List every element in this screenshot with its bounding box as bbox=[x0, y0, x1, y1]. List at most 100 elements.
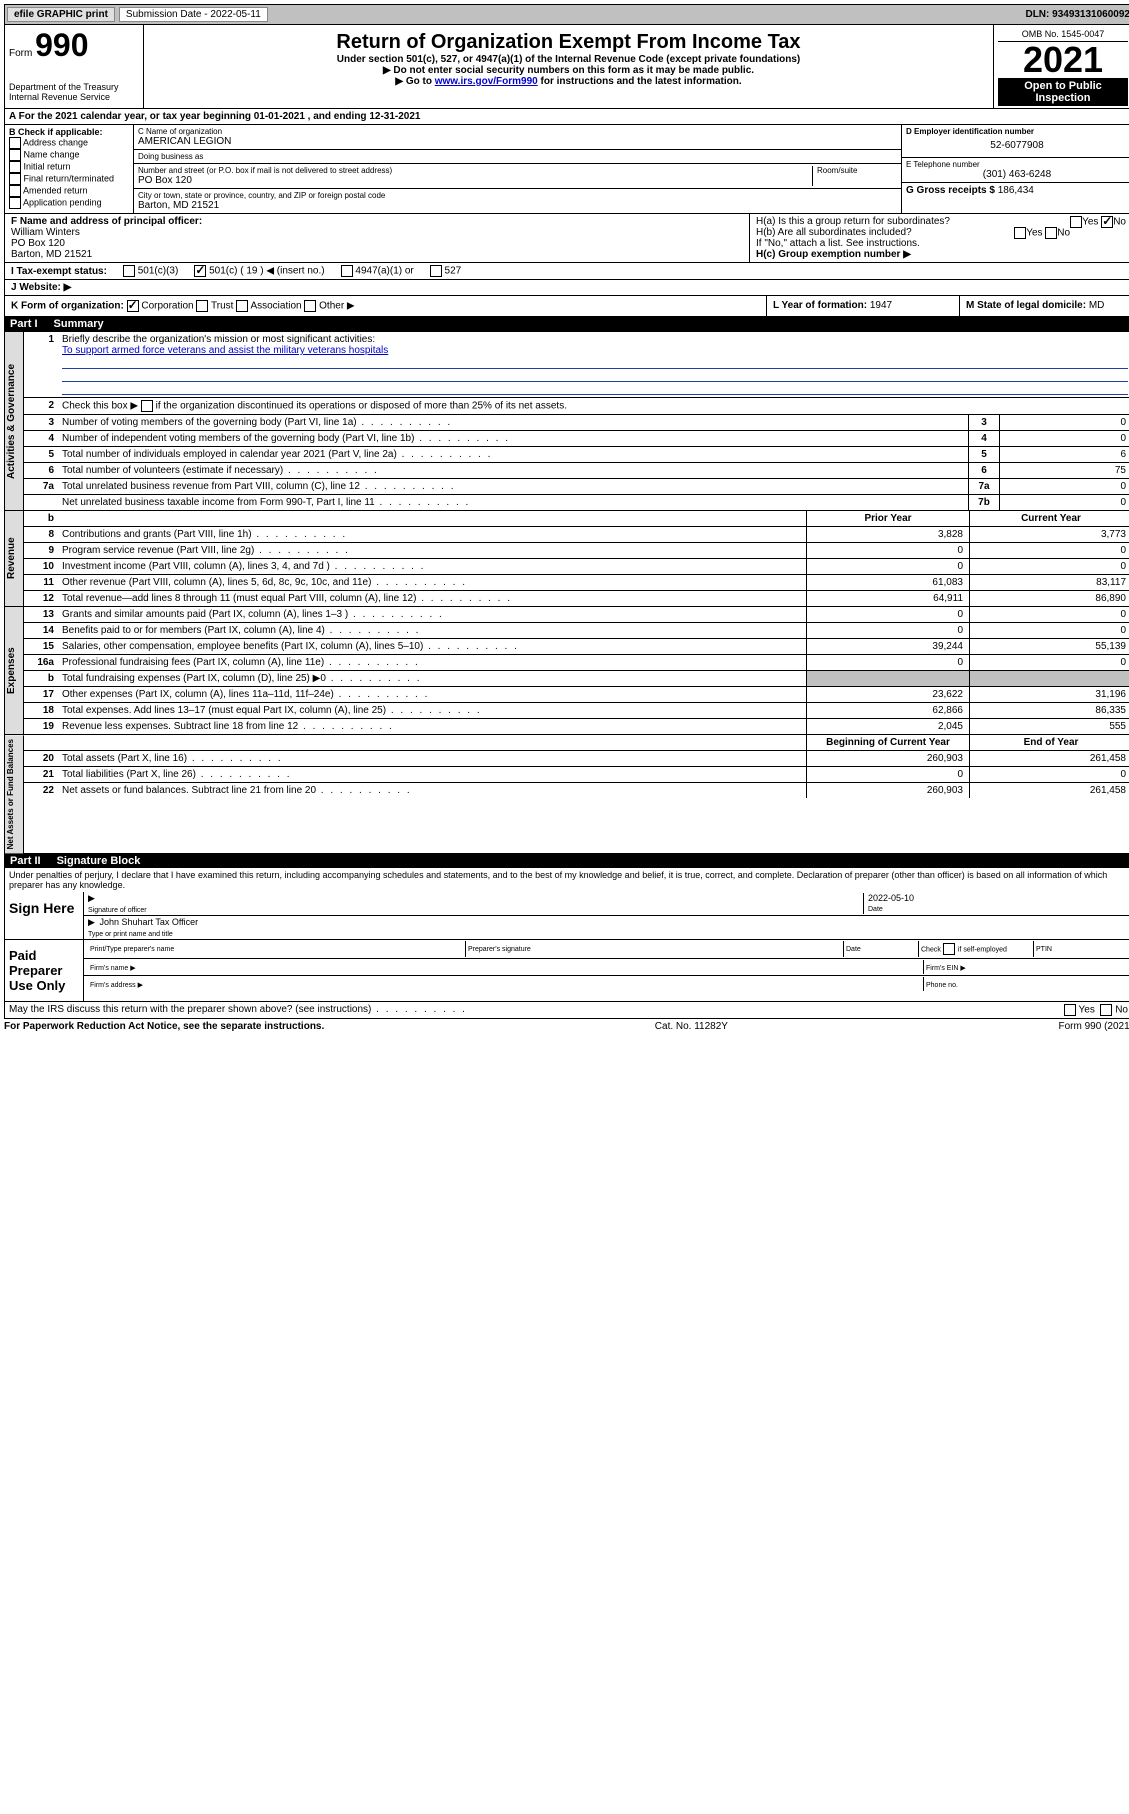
py-11: 61,083 bbox=[806, 575, 969, 590]
line-10: Investment income (Part VIII, column (A)… bbox=[58, 559, 806, 574]
line-22: Net assets or fund balances. Subtract li… bbox=[58, 783, 806, 798]
line-14: Benefits paid to or for members (Part IX… bbox=[58, 623, 806, 638]
goto-suffix: for instructions and the latest informat… bbox=[541, 76, 742, 87]
hdr-end-year: End of Year bbox=[969, 735, 1129, 750]
year-of-formation: 1947 bbox=[870, 300, 892, 311]
firm-ein-label: Firm's EIN ▶ bbox=[926, 965, 966, 972]
cb-trust[interactable] bbox=[196, 300, 208, 312]
part1-num: Part I bbox=[10, 318, 38, 330]
cb-hb-no[interactable] bbox=[1045, 227, 1057, 239]
irs-form990-link[interactable]: www.irs.gov/Form990 bbox=[435, 76, 538, 87]
cy-14: 0 bbox=[969, 623, 1129, 638]
row-j-website: J Website: ▶ bbox=[4, 280, 1129, 296]
form-label: Form bbox=[9, 48, 32, 59]
firm-address-label: Firm's address ▶ bbox=[90, 982, 143, 989]
cb-other[interactable] bbox=[304, 300, 316, 312]
cy-20: 261,458 bbox=[969, 751, 1129, 766]
opt-application-pending: Application pending bbox=[23, 197, 102, 207]
cy-21: 0 bbox=[969, 767, 1129, 782]
phone-value: (301) 463-6248 bbox=[906, 169, 1128, 180]
city-label: City or town, state or province, country… bbox=[138, 191, 897, 200]
gross-receipts-value: 186,434 bbox=[998, 185, 1034, 196]
cb-association[interactable] bbox=[236, 300, 248, 312]
sign-here-label: Sign Here bbox=[5, 892, 84, 939]
form-subtitle-1: Under section 501(c), 527, or 4947(a)(1)… bbox=[148, 54, 989, 65]
py-16a: 0 bbox=[806, 655, 969, 670]
hb-yes: Yes bbox=[1026, 228, 1042, 239]
hdr-current-year: Current Year bbox=[969, 511, 1129, 526]
form-title: Return of Organization Exempt From Incom… bbox=[148, 27, 989, 54]
cb-ha-yes[interactable] bbox=[1070, 216, 1082, 228]
cb-501c3[interactable] bbox=[123, 265, 135, 277]
cb-discuss-no[interactable] bbox=[1100, 1004, 1112, 1016]
py-b bbox=[806, 671, 969, 686]
topbar: efile GRAPHIC print Submission Date - 20… bbox=[4, 4, 1129, 25]
cb-corporation[interactable] bbox=[127, 300, 139, 312]
officer-name: William Winters bbox=[11, 227, 80, 238]
line-b: Total fundraising expenses (Part IX, col… bbox=[58, 671, 806, 686]
k-label: K Form of organization: bbox=[11, 301, 124, 312]
py-17: 23,622 bbox=[806, 687, 969, 702]
signature-block: Sign Here Signature of officer 2022-05-1… bbox=[4, 892, 1129, 1002]
cb-self-employed[interactable] bbox=[943, 943, 955, 955]
py-18: 62,866 bbox=[806, 703, 969, 718]
cb-hb-yes[interactable] bbox=[1014, 227, 1026, 239]
part1-title: Summary bbox=[54, 318, 104, 330]
cb-application-pending[interactable] bbox=[9, 197, 21, 209]
firm-phone-label: Phone no. bbox=[926, 982, 958, 989]
cy-22: 261,458 bbox=[969, 783, 1129, 798]
efile-print-button[interactable]: efile GRAPHIC print bbox=[7, 7, 115, 22]
part2-title: Signature Block bbox=[57, 855, 141, 867]
cb-4947[interactable] bbox=[341, 265, 353, 277]
irs-label: Internal Revenue Service bbox=[9, 92, 139, 102]
gov-line-4: Number of independent voting members of … bbox=[58, 431, 968, 446]
cb-name-change[interactable] bbox=[9, 149, 21, 161]
prep-check-pre: Check bbox=[921, 947, 941, 954]
prep-name-label: Print/Type preparer's name bbox=[90, 946, 174, 953]
cb-initial-return[interactable] bbox=[9, 161, 21, 173]
cb-discuss-yes[interactable] bbox=[1064, 1004, 1076, 1016]
officer-addr2: Barton, MD 21521 bbox=[11, 249, 92, 260]
ptin-label: PTIN bbox=[1036, 946, 1052, 953]
py-22: 260,903 bbox=[806, 783, 969, 798]
opt-trust: Trust bbox=[211, 301, 233, 312]
cb-final-return[interactable] bbox=[9, 173, 21, 185]
section-net-assets: Net Assets or Fund Balances Beginning of… bbox=[4, 735, 1129, 854]
b-label: B Check if applicable: bbox=[9, 127, 103, 137]
dba-label: Doing business as bbox=[138, 152, 897, 161]
firm-name-label: Firm's name ▶ bbox=[90, 965, 136, 972]
cb-address-change[interactable] bbox=[9, 137, 21, 149]
paid-preparer-label: Paid Preparer Use Only bbox=[5, 940, 84, 1001]
gov-val-3: 0 bbox=[999, 415, 1129, 430]
py-10: 0 bbox=[806, 559, 969, 574]
section-governance: Activities & Governance 1 Briefly descri… bbox=[4, 331, 1129, 511]
gov-val-4: 0 bbox=[999, 431, 1129, 446]
opt-final-return: Final return/terminated bbox=[24, 173, 115, 183]
cb-discontinued[interactable] bbox=[141, 400, 153, 412]
cy-11: 83,117 bbox=[969, 575, 1129, 590]
addr-label: Number and street (or P.O. box if mail i… bbox=[138, 166, 812, 175]
ein-value: 52-6077908 bbox=[906, 136, 1128, 155]
tab-governance: Activities & Governance bbox=[5, 332, 24, 510]
gov-val-7a: 0 bbox=[999, 479, 1129, 494]
cy-16a: 0 bbox=[969, 655, 1129, 670]
cy-17: 31,196 bbox=[969, 687, 1129, 702]
gov-line-3: Number of voting members of the governin… bbox=[58, 415, 968, 430]
line-16a: Professional fundraising fees (Part IX, … bbox=[58, 655, 806, 670]
paperwork-notice: For Paperwork Reduction Act Notice, see … bbox=[4, 1021, 324, 1032]
cb-527[interactable] bbox=[430, 265, 442, 277]
cb-amended-return[interactable] bbox=[9, 185, 21, 197]
opt-corporation: Corporation bbox=[141, 301, 193, 312]
discuss-yes: Yes bbox=[1079, 1005, 1095, 1016]
rev-hdr-b: b bbox=[24, 511, 58, 526]
submission-date: Submission Date - 2022-05-11 bbox=[119, 7, 268, 22]
cb-501c[interactable] bbox=[194, 265, 206, 277]
discuss-row: May the IRS discuss this return with the… bbox=[4, 1002, 1129, 1019]
gov-val-7b: 0 bbox=[999, 495, 1129, 510]
cb-ha-no[interactable] bbox=[1101, 216, 1113, 228]
discuss-no: No bbox=[1115, 1005, 1128, 1016]
part2-header: Part II Signature Block bbox=[4, 854, 1129, 868]
py-12: 64,911 bbox=[806, 591, 969, 606]
section-revenue: Revenue b Prior Year Current Year 8Contr… bbox=[4, 511, 1129, 607]
cy-10: 0 bbox=[969, 559, 1129, 574]
